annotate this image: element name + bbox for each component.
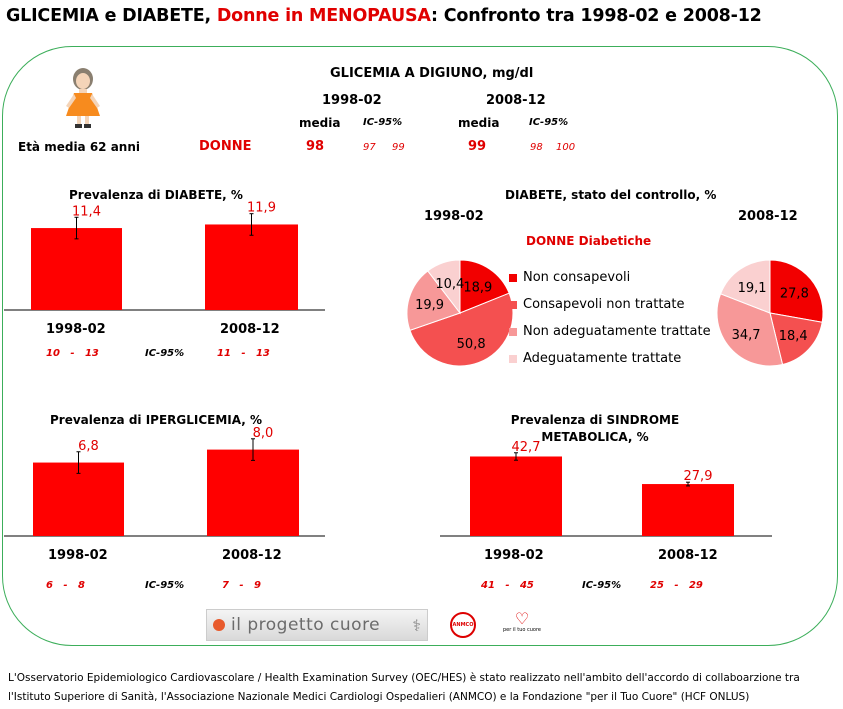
media-value-1: 98 [306,139,325,154]
sindrome-cat-2: 2008-12 [658,548,718,563]
anmco-logo: ANMCO [450,612,476,638]
sindrome-bar [470,456,562,536]
legend-item: Non consapevoli [509,264,711,291]
glicemia-heading: GLICEMIA A DIGIUNO, mg/dl [330,66,534,81]
sindrome-value-label: 27,9 [684,469,713,484]
legend-swatch-icon [509,273,517,282]
diabete-chart-title: Prevalenza di DIABETE, % [69,188,243,202]
pie-period-2: 2008-12 [738,209,798,224]
pie-legend: Non consapevoli Consapevoli non trattate… [509,264,711,372]
iperglicemia-bar [207,449,299,536]
ci-low-2: 98 [530,142,543,153]
iperglicemia-bar [33,462,124,536]
footer: L'Osservatorio Epidemiologico Cardiovasc… [8,672,800,703]
diabete-cat-2: 2008-12 [220,322,280,337]
pie-slice [406,270,461,331]
heart-dot-icon [213,619,225,631]
pie-slice-label: 27,8 [780,287,809,302]
iperglicemia-chart-title: Prevalenza di IPERGLICEMIA, % [50,413,263,427]
pie-title: DIABETE, stato del controllo, % [505,188,717,202]
pie-slice [769,312,823,366]
heart-icon: ♡ [514,609,530,628]
legend-item: Adeguatamente trattate [509,345,711,372]
legend-item: Non adeguatamente trattate [509,318,711,345]
pie-slice-label: 18,9 [463,281,492,296]
diabete-ci-2: 11 - 13 [217,348,270,359]
pie-slice-label: 10,4 [435,277,464,292]
legend-item: Consapevoli non trattate [509,291,711,318]
media-label-1: media [299,116,341,130]
diabete-value-label: 11,4 [72,204,101,219]
pie-slice-label: 50,8 [457,337,486,352]
pie-subtitle: DONNE Diabetiche [526,234,652,248]
sindrome-bar [642,484,734,536]
pie-period-1: 1998-02 [424,209,484,224]
pie-slice [459,259,510,314]
ci-high-1: 99 [392,142,405,153]
media-label-2: media [458,116,500,130]
iper-cat-1: 1998-02 [48,548,108,563]
pie-slice-label: 19,9 [415,298,444,313]
page-title: GLICEMIA e DIABETE, Donne in MENOPAUSA: … [6,6,762,26]
iper-ci-label: IC-95% [145,580,185,591]
sindrome-value-label: 42,7 [512,440,541,455]
iper-cat-2: 2008-12 [222,548,282,563]
pie-slice-label: 19,1 [738,281,767,296]
age-label: Età media 62 anni [18,140,141,154]
pie-slice [427,259,461,315]
pie-slice [719,259,771,314]
sindrome-chart-title: Prevalenza di SINDROME METABOLICA, % [510,413,680,444]
pie-slice-label: 34,7 [732,328,761,343]
progetto-cuore-logo: il progetto cuore ⚕ [206,609,428,641]
diabete-bar [31,228,122,310]
ci-label-2: IC-95% [529,117,569,128]
media-value-2: 99 [468,139,487,154]
tuo-cuore-logo: ♡ per il tuo cuore [498,609,546,634]
ci-low-1: 97 [363,142,376,153]
sindrome-ci-1: 41 - 45 [481,580,534,591]
sindrome-cat-1: 1998-02 [484,548,544,563]
diabete-cat-1: 1998-02 [46,322,106,337]
sindrome-ci-label: IC-95% [582,580,622,591]
caduceus-icon: ⚕ [412,615,421,635]
pie-slice [409,292,514,367]
sindrome-ci-2: 25 - 29 [650,580,703,591]
diabete-ci-1: 10 - 13 [46,348,99,359]
legend-swatch-icon [509,327,517,336]
diabete-ci-label: IC-95% [145,348,185,359]
iperglicemia-value-label: 6,8 [78,439,99,454]
iperglicemia-value-label: 8,0 [253,426,274,441]
glicemia-period1: 1998-02 [322,93,382,108]
group-label: DONNE [199,139,252,154]
iper-ci-2: 7 - 9 [222,580,261,591]
pie-slice-label: 18,4 [779,329,808,344]
legend-swatch-icon [509,300,517,309]
diabete-value-label: 11,9 [247,201,276,216]
ci-high-2: 100 [556,142,576,153]
rounded-frame [2,46,838,646]
ci-label-1: IC-95% [363,117,403,128]
iper-ci-1: 6 - 8 [46,580,85,591]
pie-slice [769,259,824,323]
glicemia-period2: 2008-12 [486,93,546,108]
legend-swatch-icon [509,354,517,363]
diabete-bar [205,224,298,310]
woman-icon [66,68,100,128]
